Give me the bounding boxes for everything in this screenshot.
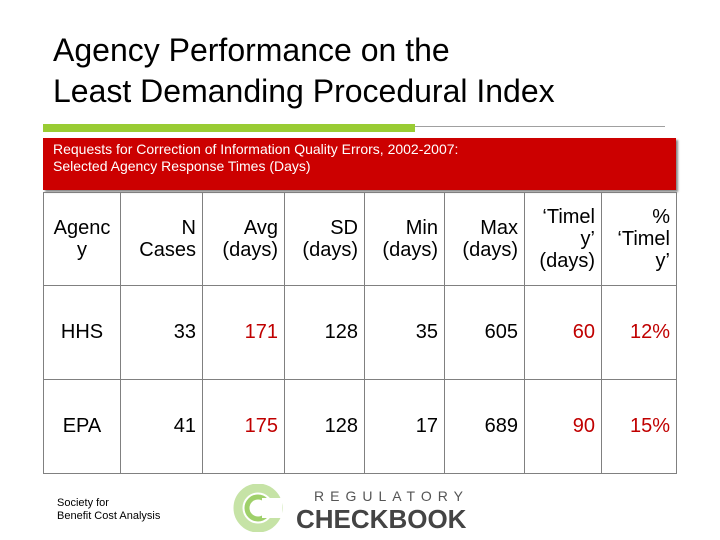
header-agency: Agenc y [43,192,121,286]
cell-avg: 175 [202,379,285,474]
cell-agency: HHS [43,285,121,380]
cell-agency: EPA [43,379,121,474]
header-avg-l1: Avg [243,217,278,239]
header-pct-l3: y’ [655,250,670,272]
cell-pct-timely: 15% [601,379,677,474]
header-pct-l1: % [652,206,670,228]
header-sd-l1: SD [330,217,358,239]
cell-timely: 60 [524,285,602,380]
header-agency-l1: Agenc [53,217,111,239]
header-timely-l3: (days) [539,250,595,272]
check-c-icon [233,484,283,532]
cell-sd: 128 [284,285,365,380]
header-pct-timely: % ‘Timel y’ [601,192,677,286]
cell-min: 35 [364,285,445,380]
header-min-l2: (days) [382,239,438,261]
table-row-hhs: HHS 33 171 128 35 605 60 12% [43,285,677,380]
logo-top-text: REGULATORY [314,488,469,504]
header-max: Max (days) [444,192,525,286]
caption-line-2: Selected Agency Response Times (Days) [53,158,311,174]
header-min-l1: Min [405,217,438,239]
cell-max: 689 [444,379,525,474]
logo-bottom-text: CHECKBOOK [296,504,467,532]
caption-line-1: Requests for Correction of Information Q… [53,141,459,157]
cell-avg: 171 [202,285,285,380]
header-sd-l2: (days) [302,239,358,261]
header-n-l1: N [181,217,196,239]
cell-max: 605 [444,285,525,380]
cell-timely: 90 [524,379,602,474]
title-line-1: Agency Performance on the [53,32,450,68]
cell-sd: 128 [284,379,365,474]
table-row-epa: EPA 41 175 128 17 689 90 15% [43,379,677,474]
header-max-l2: (days) [462,239,518,261]
header-pct-l2: ‘Timel [617,228,670,250]
header-row: Agenc y N Cases Avg (days) SD (days) Min… [43,192,677,286]
header-avg: Avg (days) [202,192,285,286]
header-n-cases: N Cases [120,192,203,286]
regulatory-checkbook-logo: REGULATORY CHECKBOOK [233,484,469,532]
cell-n-cases: 33 [120,285,203,380]
header-avg-l2: (days) [222,239,278,261]
page-title: Agency Performance on the Least Demandin… [53,30,693,112]
header-n-l2: Cases [139,239,196,261]
cell-pct-timely: 12% [601,285,677,380]
header-timely: ‘Timel y’ (days) [524,192,602,286]
table-caption-banner: Requests for Correction of Information Q… [43,138,676,190]
header-timely-l1: ‘Timel [542,206,595,228]
title-line-2: Least Demanding Procedural Index [53,73,555,109]
cell-min: 17 [364,379,445,474]
footer-line-2: Benefit Cost Analysis [57,510,161,522]
divider-line [415,126,665,127]
header-sd: SD (days) [284,192,365,286]
header-timely-l2: y’ [580,228,595,250]
response-times-table: Agenc y N Cases Avg (days) SD (days) Min… [43,192,677,474]
footer-organization: Society for Benefit Cost Analysis [57,497,160,523]
footer-line-1: Society for [57,497,109,509]
header-agency-l2: y [77,239,87,261]
header-max-l1: Max [480,217,518,239]
cell-n-cases: 41 [120,379,203,474]
header-min: Min (days) [364,192,445,286]
accent-bar [43,124,415,132]
